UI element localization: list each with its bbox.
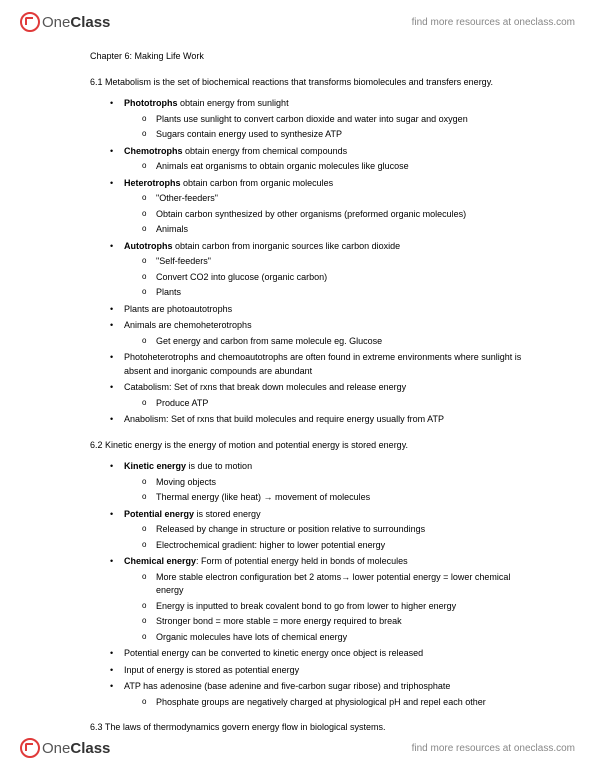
- list-item: Photoheterotrophs and chemoautotrophs ar…: [110, 351, 525, 378]
- list-item: "Other-feeders": [142, 192, 525, 206]
- list-item: Catabolism: Set of rxns that break down …: [110, 381, 525, 410]
- term: Autotrophs: [124, 241, 173, 251]
- text: obtain carbon from organic molecules: [181, 178, 334, 188]
- text: Catabolism: Set of rxns that break down …: [124, 382, 406, 392]
- logo-part1: One: [42, 14, 70, 31]
- list-item: Autotrophs obtain carbon from inorganic …: [110, 240, 525, 300]
- list-item: Animals are chemoheterotrophs Get energy…: [110, 319, 525, 348]
- list-item: Animals: [142, 223, 525, 237]
- footer-tagline[interactable]: find more resources at oneclass.com: [412, 743, 575, 754]
- text: obtain energy from chemical compounds: [183, 146, 348, 156]
- chapter-title: Chapter 6: Making Life Work: [90, 50, 525, 64]
- term: Chemical energy: [124, 556, 196, 566]
- section-6-2-heading: 6.2 Kinetic energy is the energy of moti…: [90, 440, 408, 450]
- text: is due to motion: [186, 461, 252, 471]
- term: Kinetic energy: [124, 461, 186, 471]
- list-item: Convert CO2 into glucose (organic carbon…: [142, 271, 525, 285]
- list-item: Sugars contain energy used to synthesize…: [142, 128, 525, 142]
- list-item: Plants use sunlight to convert carbon di…: [142, 113, 525, 127]
- brand-logo-footer: OneClass: [20, 738, 110, 758]
- list-item: Kinetic energy is due to motion Moving o…: [110, 460, 525, 505]
- text: obtain energy from sunlight: [178, 98, 289, 108]
- logo-text: OneClass: [42, 14, 110, 31]
- term: Phototrophs: [124, 98, 178, 108]
- text: Animals are chemoheterotrophs: [124, 320, 252, 330]
- list-item: Organic molecules have lots of chemical …: [142, 631, 525, 645]
- list-item: Stronger bond = more stable = more energ…: [142, 615, 525, 629]
- list-item: "Self-feeders": [142, 255, 525, 269]
- list-item: Released by change in structure or posit…: [142, 523, 525, 537]
- list-item: Obtain carbon synthesized by other organ…: [142, 208, 525, 222]
- logo-part1: One: [42, 740, 70, 757]
- text: is stored energy: [194, 509, 261, 519]
- text: ATP has adenosine (base adenine and five…: [124, 681, 450, 691]
- section-6-1: 6.1 Metabolism is the set of biochemical…: [90, 76, 525, 427]
- term: Heterotrophs: [124, 178, 181, 188]
- text: obtain carbon from inorganic sources lik…: [173, 241, 401, 251]
- document-content: Chapter 6: Making Life Work 6.1 Metaboli…: [0, 40, 595, 735]
- term: Potential energy: [124, 509, 194, 519]
- term: Chemotrophs: [124, 146, 183, 156]
- list-item: Chemotrophs obtain energy from chemical …: [110, 145, 525, 174]
- list-item: Phototrophs obtain energy from sunlight …: [110, 97, 525, 142]
- logo-icon: [20, 738, 40, 758]
- logo-part2: Class: [70, 740, 110, 757]
- list-item: Potential energy can be converted to kin…: [110, 647, 525, 661]
- list-item: Electrochemical gradient: higher to lowe…: [142, 539, 525, 553]
- list-item: More stable electron configuration bet 2…: [142, 571, 525, 598]
- page-header: OneClass find more resources at oneclass…: [0, 0, 595, 40]
- list-item: Moving objects: [142, 476, 525, 490]
- list-item: Animals eat organisms to obtain organic …: [142, 160, 525, 174]
- list-item: Anabolism: Set of rxns that build molecu…: [110, 413, 525, 427]
- list-item: Input of energy is stored as potential e…: [110, 664, 525, 678]
- section-6-1-heading: 6.1 Metabolism is the set of biochemical…: [90, 77, 493, 87]
- logo-part2: Class: [70, 14, 110, 31]
- list-item: Energy is inputted to break covalent bon…: [142, 600, 525, 614]
- section-6-2: 6.2 Kinetic energy is the energy of moti…: [90, 439, 525, 710]
- list-item: Plants: [142, 286, 525, 300]
- page-footer: OneClass find more resources at oneclass…: [0, 730, 595, 770]
- brand-logo: OneClass: [20, 12, 110, 32]
- list-item: Potential energy is stored energy Releas…: [110, 508, 525, 553]
- list-item: Thermal energy (like heat) → movement of…: [142, 491, 525, 505]
- logo-text: OneClass: [42, 740, 110, 757]
- list-item: Heterotrophs obtain carbon from organic …: [110, 177, 525, 237]
- text: : Form of potential energy held in bonds…: [196, 556, 408, 566]
- list-item: Produce ATP: [142, 397, 525, 411]
- logo-icon: [20, 12, 40, 32]
- list-item: Chemical energy: Form of potential energ…: [110, 555, 525, 644]
- list-item: Get energy and carbon from same molecule…: [142, 335, 525, 349]
- header-tagline[interactable]: find more resources at oneclass.com: [412, 17, 575, 28]
- list-item: Phosphate groups are negatively charged …: [142, 696, 525, 710]
- list-item: ATP has adenosine (base adenine and five…: [110, 680, 525, 709]
- list-item: Plants are photoautotrophs: [110, 303, 525, 317]
